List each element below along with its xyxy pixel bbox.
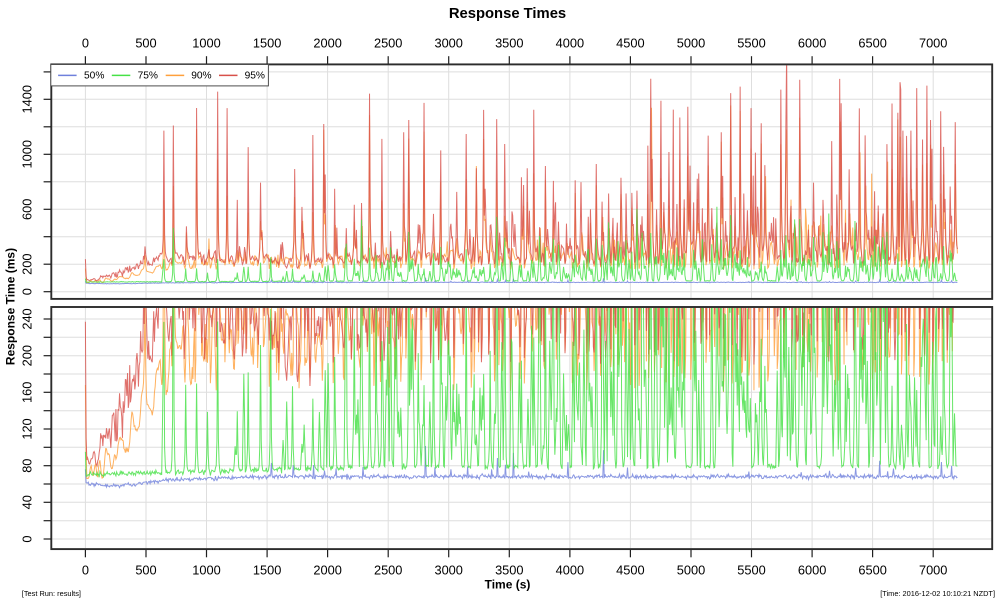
svg-text:0: 0 bbox=[82, 36, 89, 51]
svg-text:40: 40 bbox=[20, 495, 35, 509]
svg-text:5500: 5500 bbox=[737, 562, 765, 577]
svg-text:3000: 3000 bbox=[434, 562, 462, 577]
svg-text:[Test Run: results]: [Test Run: results] bbox=[22, 589, 81, 598]
svg-text:0: 0 bbox=[20, 288, 35, 295]
svg-text:1000: 1000 bbox=[192, 36, 220, 51]
svg-text:500: 500 bbox=[135, 562, 156, 577]
svg-text:0: 0 bbox=[82, 562, 89, 577]
svg-text:Response Time (ms): Response Time (ms) bbox=[4, 248, 18, 365]
svg-text:75%: 75% bbox=[138, 71, 158, 82]
svg-text:Time (s): Time (s) bbox=[485, 578, 531, 592]
svg-text:1500: 1500 bbox=[253, 562, 281, 577]
svg-text:1000: 1000 bbox=[20, 140, 35, 168]
svg-text:240: 240 bbox=[20, 308, 35, 329]
svg-text:2000: 2000 bbox=[313, 36, 341, 51]
svg-text:3500: 3500 bbox=[495, 36, 523, 51]
svg-text:4500: 4500 bbox=[616, 562, 644, 577]
svg-text:7000: 7000 bbox=[919, 562, 947, 577]
svg-text:120: 120 bbox=[20, 418, 35, 439]
svg-text:1400: 1400 bbox=[20, 85, 35, 113]
svg-text:3500: 3500 bbox=[495, 562, 523, 577]
svg-text:2500: 2500 bbox=[374, 36, 402, 51]
svg-text:0: 0 bbox=[20, 535, 35, 542]
svg-text:6000: 6000 bbox=[798, 562, 826, 577]
svg-text:4000: 4000 bbox=[556, 36, 584, 51]
svg-text:7000: 7000 bbox=[919, 36, 947, 51]
svg-text:1000: 1000 bbox=[192, 562, 220, 577]
svg-text:2000: 2000 bbox=[313, 562, 341, 577]
svg-text:160: 160 bbox=[20, 382, 35, 403]
svg-text:4000: 4000 bbox=[556, 562, 584, 577]
svg-text:6000: 6000 bbox=[798, 36, 826, 51]
svg-text:Response Times: Response Times bbox=[449, 6, 566, 22]
svg-text:5500: 5500 bbox=[737, 36, 765, 51]
svg-text:4500: 4500 bbox=[616, 36, 644, 51]
svg-text:90%: 90% bbox=[191, 71, 211, 82]
svg-text:6500: 6500 bbox=[858, 562, 886, 577]
svg-text:95%: 95% bbox=[245, 71, 265, 82]
svg-text:5000: 5000 bbox=[677, 562, 705, 577]
svg-text:2500: 2500 bbox=[374, 562, 402, 577]
svg-text:500: 500 bbox=[135, 36, 156, 51]
svg-text:3000: 3000 bbox=[434, 36, 462, 51]
svg-text:80: 80 bbox=[20, 459, 35, 473]
svg-text:1500: 1500 bbox=[253, 36, 281, 51]
svg-text:600: 600 bbox=[20, 199, 35, 220]
svg-text:50%: 50% bbox=[84, 71, 104, 82]
svg-text:200: 200 bbox=[20, 254, 35, 275]
svg-text:[Time: 2016-12-02 10:10:21 NZD: [Time: 2016-12-02 10:10:21 NZDT] bbox=[880, 589, 995, 598]
svg-text:6500: 6500 bbox=[858, 36, 886, 51]
svg-text:200: 200 bbox=[20, 345, 35, 366]
svg-text:5000: 5000 bbox=[677, 36, 705, 51]
